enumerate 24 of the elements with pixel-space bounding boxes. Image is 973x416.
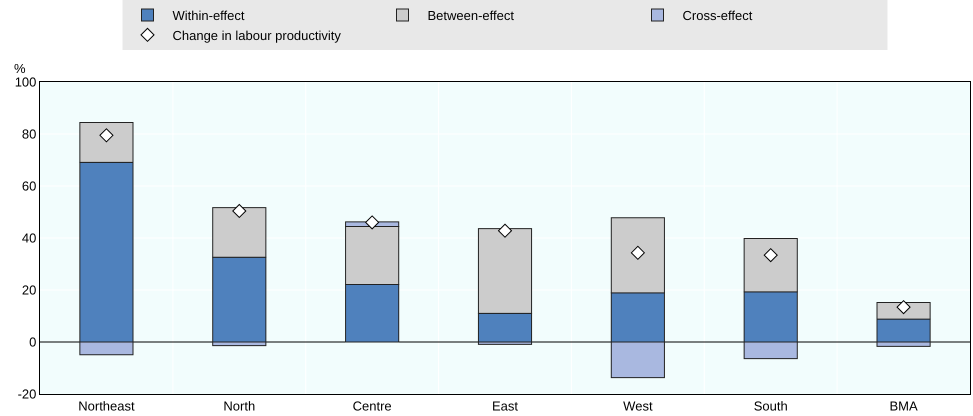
y-tick-label: 100 [14, 74, 36, 90]
point [764, 248, 778, 262]
y-tick-label: 80 [22, 126, 36, 142]
legend-label: Between-effect [428, 8, 514, 24]
y-tick-label: -20 [18, 386, 36, 402]
point [630, 246, 645, 260]
legend-label: Cross-effect [682, 8, 753, 24]
x-tick-label: North [223, 398, 256, 414]
y-tick-label: 40 [22, 230, 36, 246]
point [498, 224, 512, 238]
x-tick-label: Centre [352, 398, 392, 414]
y-tick-label: 20 [22, 282, 36, 298]
x-tick-label: East [492, 398, 518, 414]
point [365, 215, 380, 230]
legend-label: Within-effect [172, 8, 245, 24]
point [232, 204, 246, 218]
x-tick-label: West [623, 398, 653, 414]
legend-label: Change in labour productivity [172, 28, 342, 43]
x-tick-label: South [754, 398, 788, 414]
x-tick-label: BMA [889, 398, 918, 414]
y-tick-label: 0 [29, 334, 36, 350]
x-tick-label: Northeast [78, 398, 135, 414]
y-tick-label: 60 [22, 178, 36, 194]
y-axis-title: % [14, 61, 26, 76]
